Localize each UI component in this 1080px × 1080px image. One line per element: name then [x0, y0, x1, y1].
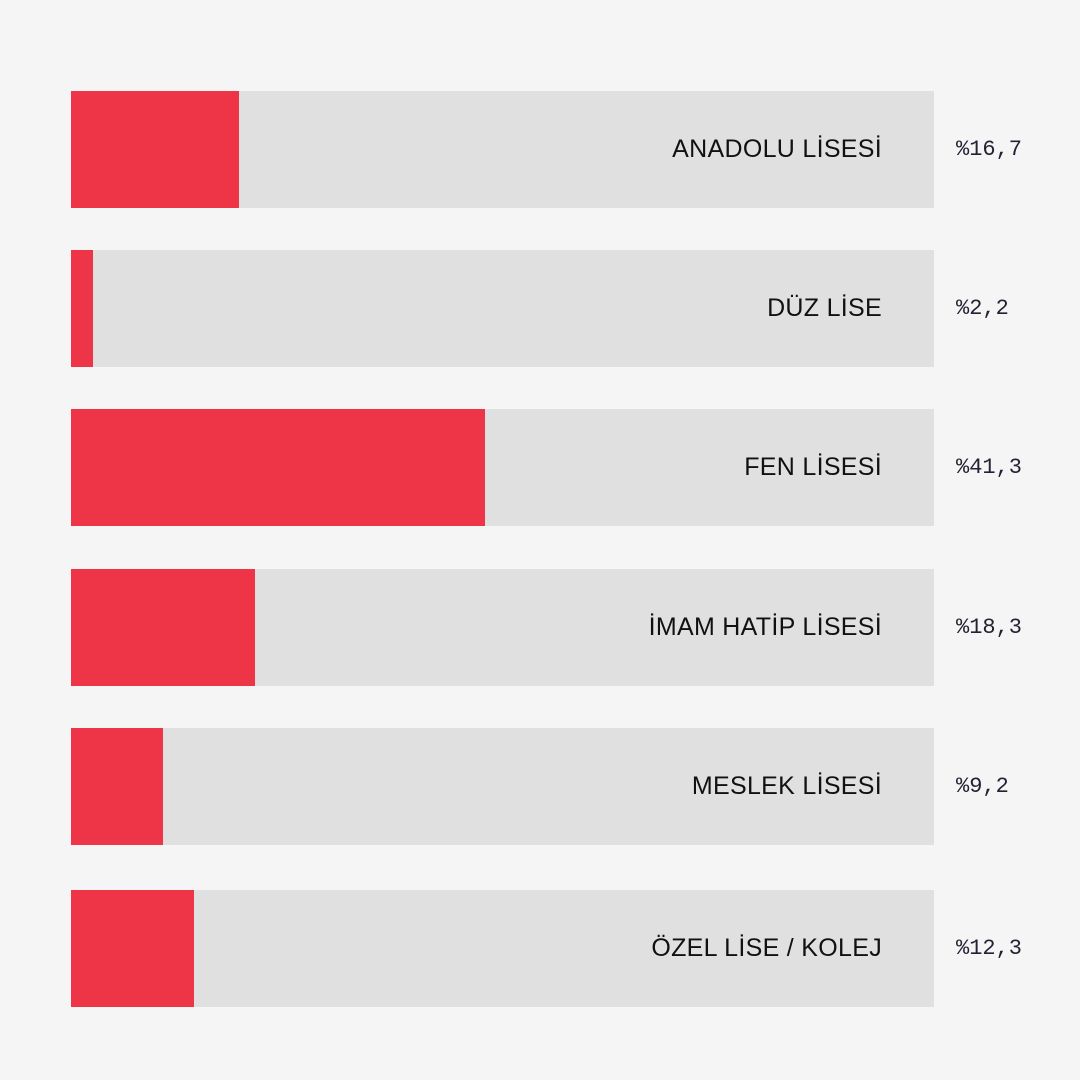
value-label: %2,2 — [956, 296, 1009, 321]
category-label: ANADOLU LİSESİ — [672, 135, 882, 163]
category-label: ÖZEL LİSE / KOLEJ — [651, 934, 882, 962]
bar-row: ÖZEL LİSE / KOLEJ — [71, 890, 934, 1007]
bar-row: FEN LİSESİ — [71, 409, 934, 526]
bar-fill — [71, 569, 255, 686]
bar-track — [71, 250, 934, 367]
value-label: %41,3 — [956, 455, 1023, 480]
bar-row: MESLEK LİSESİ — [71, 728, 934, 845]
category-label: FEN LİSESİ — [744, 453, 882, 481]
bar-fill — [71, 728, 163, 845]
bar-row: ANADOLU LİSESİ — [71, 91, 934, 208]
bar-fill — [71, 890, 194, 1007]
bar-row: İMAM HATİP LİSESİ — [71, 569, 934, 686]
value-label: %16,7 — [956, 137, 1023, 162]
value-label: %9,2 — [956, 774, 1009, 799]
category-label: MESLEK LİSESİ — [691, 772, 882, 800]
category-label: DÜZ LİSE — [767, 294, 882, 322]
bar-row: DÜZ LİSE — [71, 250, 934, 367]
bar-track — [71, 890, 934, 1007]
value-label: %12,3 — [956, 936, 1023, 961]
bar-track — [71, 728, 934, 845]
bar-fill — [71, 409, 485, 526]
value-label: %18,3 — [956, 615, 1023, 640]
bar-fill — [71, 91, 239, 208]
bar-fill — [71, 250, 93, 367]
category-label: İMAM HATİP LİSESİ — [648, 613, 882, 641]
